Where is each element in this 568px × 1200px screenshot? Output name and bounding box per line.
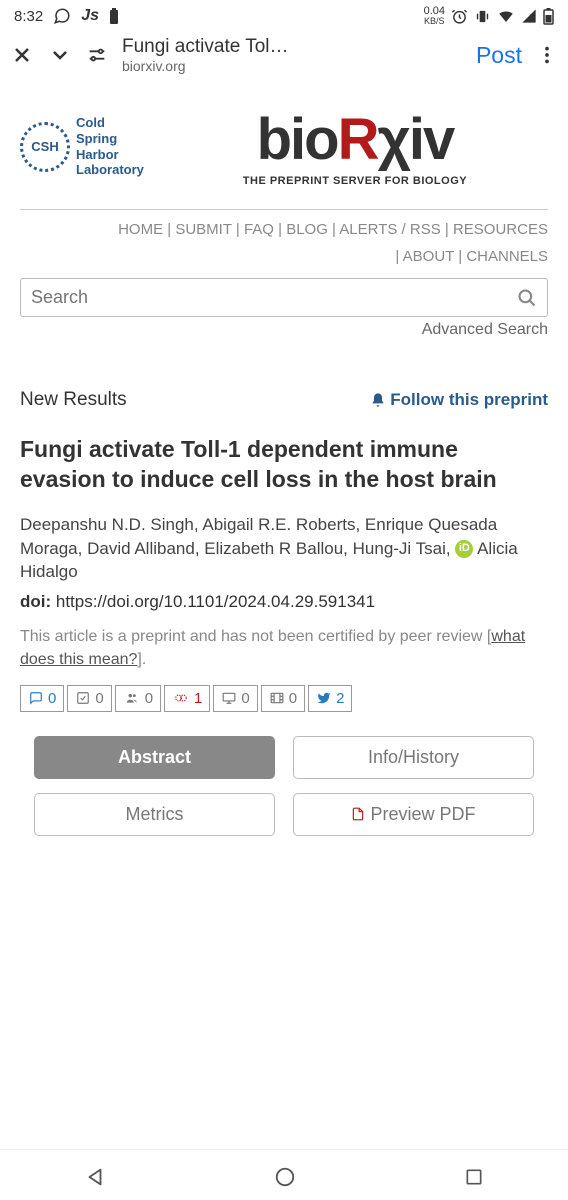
nav-channels[interactable]: CHANNELS (466, 248, 548, 265)
tab-metrics[interactable]: Metrics (34, 793, 275, 836)
nav-submit[interactable]: SUBMIT (175, 221, 231, 238)
search-icon[interactable] (517, 288, 537, 308)
metric-comments[interactable]: 0 (20, 685, 64, 712)
post-button[interactable]: Post (476, 42, 522, 69)
pdf-icon (351, 806, 365, 822)
page-domain: biorxiv.org (122, 58, 462, 74)
chevron-down-icon[interactable] (48, 43, 72, 67)
nav-menu: HOME | SUBMIT | FAQ | BLOG | ALERTS / RS… (0, 216, 568, 278)
url-block[interactable]: Fungi activate Tol… biorxiv.org (122, 36, 462, 74)
battery-icon (109, 7, 119, 25)
nav-faq[interactable]: FAQ (244, 221, 274, 238)
new-results-label: New Results (20, 389, 127, 411)
header-logos: CSH ColdSpringHarborLaboratory bioRχiv T… (0, 88, 568, 199)
browser-bar: Fungi activate Tol… biorxiv.org Post (0, 28, 568, 88)
tab-preview-pdf[interactable]: Preview PDF (293, 793, 534, 836)
biorxiv-logo[interactable]: bioRχiv THE PREPRINT SERVER FOR BIOLOGY (162, 106, 548, 187)
metric-displays[interactable]: 0 (213, 685, 257, 712)
nav-home[interactable]: HOME (118, 221, 163, 238)
battery-status-icon (543, 7, 554, 25)
search-box[interactable] (20, 278, 548, 317)
more-vert-icon[interactable] (536, 44, 558, 66)
settings-sliders-icon[interactable] (86, 44, 108, 66)
close-icon[interactable] (10, 43, 34, 67)
nav-back-icon[interactable] (84, 1166, 106, 1188)
metric-users[interactable]: 0 (115, 685, 161, 712)
bell-icon (370, 392, 386, 408)
divider (20, 209, 548, 210)
js-icon: Js (81, 7, 99, 25)
nav-recents-icon[interactable] (464, 1167, 484, 1187)
article-tabs: Abstract Info/History Metrics Preview PD… (0, 736, 568, 856)
doi: doi: https://doi.org/10.1101/2024.04.29.… (0, 592, 568, 626)
metric-checks[interactable]: 0 (67, 685, 111, 712)
status-bar: 8:32 Js 0.04KB/S (0, 0, 568, 28)
data-speed: 0.04KB/S (424, 6, 445, 26)
nav-alerts[interactable]: ALERTS / RSS (339, 221, 440, 238)
nav-resources[interactable]: RESOURCES (453, 221, 548, 238)
tab-info-history[interactable]: Info/History (293, 736, 534, 779)
biorxiv-tagline: THE PREPRINT SERVER FOR BIOLOGY (162, 175, 548, 187)
authors-list: Deepanshu N.D. Singh, Abigail R.E. Rober… (0, 513, 568, 592)
article-title: Fungi activate Toll-1 dependent immune e… (0, 421, 568, 513)
nav-home-icon[interactable] (274, 1166, 296, 1188)
page-title-bar: Fungi activate Tol… (122, 36, 462, 58)
preprint-note: This article is a preprint and has not b… (0, 626, 568, 685)
nav-about[interactable]: ABOUT (403, 248, 454, 265)
alarm-icon (451, 8, 468, 25)
metric-tweets[interactable]: 2 (308, 685, 352, 712)
search-input[interactable] (31, 287, 517, 308)
status-time: 8:32 (14, 8, 43, 25)
whatsapp-icon (53, 7, 71, 25)
tab-abstract[interactable]: Abstract (34, 736, 275, 779)
nav-blog[interactable]: BLOG (286, 221, 328, 238)
signal-icon (521, 8, 537, 24)
metric-activity[interactable]: 1 (164, 685, 210, 712)
follow-preprint-button[interactable]: Follow this preprint (370, 390, 548, 410)
advanced-search-link[interactable]: Advanced Search (0, 317, 568, 339)
csh-badge: CSH (20, 122, 70, 172)
csh-text: ColdSpringHarborLaboratory (76, 115, 144, 177)
wifi-icon (497, 7, 515, 25)
doi-link[interactable]: https://doi.org/10.1101/2024.04.29.59134… (51, 592, 375, 611)
orcid-icon: iD (455, 540, 473, 558)
vibrate-icon (474, 8, 491, 25)
csh-logo[interactable]: CSH ColdSpringHarborLaboratory (20, 115, 144, 177)
metric-videos[interactable]: 0 (261, 685, 305, 712)
metrics-strip: 0 0 0 1 0 0 2 (0, 685, 568, 736)
android-nav-bar (0, 1149, 568, 1200)
